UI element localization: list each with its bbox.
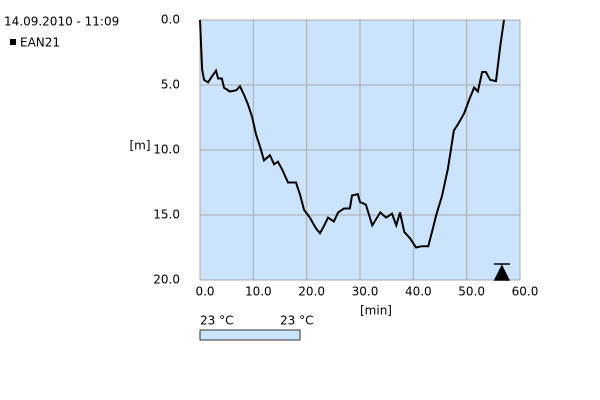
- chart-title: 14.09.2010 - 11:09: [4, 15, 119, 29]
- y-tick-label: 15.0: [153, 208, 180, 222]
- x-tick-label: 60.0: [512, 285, 539, 299]
- depth-line: [199, 19, 505, 249]
- legend-swatch: [10, 39, 16, 45]
- x-tick-label: 20.0: [298, 285, 325, 299]
- y-tick-label: 0.0: [161, 13, 180, 27]
- x-tick-label: 10.0: [245, 285, 272, 299]
- legend-label: EAN21: [20, 36, 60, 50]
- y-tick-label: 20.0: [153, 273, 180, 287]
- x-tick-label: 40.0: [405, 285, 432, 299]
- temp-label: 23 °C: [200, 314, 233, 328]
- temp-bar: [199, 329, 301, 341]
- x-tick-label: 50.0: [458, 285, 485, 299]
- x-tick-label: 0.0: [195, 285, 214, 299]
- marker: [493, 263, 511, 281]
- x-axis-label: [min]: [360, 304, 392, 318]
- temp-label: 23 °C: [280, 314, 313, 328]
- y-tick-label: 5.0: [161, 78, 180, 92]
- y-axis-label: [m]: [129, 139, 150, 153]
- y-tick-label: 10.0: [153, 143, 180, 157]
- x-tick-label: 30.0: [352, 285, 379, 299]
